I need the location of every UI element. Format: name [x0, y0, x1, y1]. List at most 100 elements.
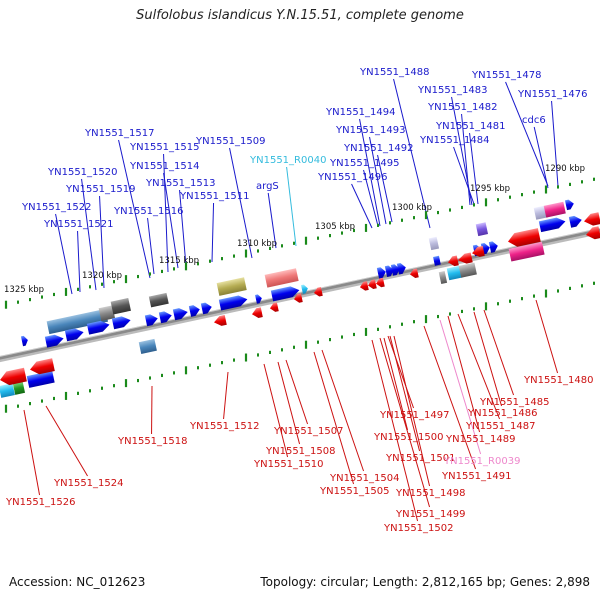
reverse-gene-label[interactable]: YN1551_1524	[53, 478, 124, 489]
forward-gene-glyph[interactable]	[26, 370, 55, 388]
forward-gene-glyph[interactable]	[255, 294, 263, 304]
forward-gene-glyph[interactable]	[148, 292, 169, 308]
forward-gene-glyph[interactable]	[458, 262, 477, 278]
reverse-gene-label[interactable]: YN1551_1508	[265, 446, 336, 457]
forward-gene-label[interactable]: YN1551_1495	[329, 158, 400, 169]
reverse-gene-label[interactable]: YN1551_1502	[383, 523, 454, 534]
forward-gene-label[interactable]: YN1551_1517	[84, 128, 155, 139]
forward-gene-label[interactable]: YN1551_1515	[129, 142, 200, 153]
reverse-gene-label[interactable]: YN1551_1491	[441, 471, 512, 482]
forward-gene-glyph[interactable]	[216, 277, 247, 296]
forward-gene-label[interactable]: YN1551_1481	[435, 121, 506, 132]
forward-gene-label[interactable]: YN1551_1493	[335, 125, 406, 136]
forward-gene-label[interactable]: YN1551_1494	[325, 107, 396, 118]
reverse-gene-label[interactable]: YN1551_1510	[253, 459, 324, 470]
forward-gene-glyph[interactable]	[264, 268, 299, 288]
reverse-gene-label[interactable]: YN1551_1500	[373, 432, 444, 443]
forward-gene-glyph[interactable]	[111, 315, 132, 330]
reverse-gene-glyph[interactable]	[269, 302, 279, 312]
forward-gene-glyph[interactable]	[64, 327, 85, 342]
forward-gene-label[interactable]: YN1551_R0040	[249, 155, 326, 166]
reverse-gene-label[interactable]: YN1551_1518	[117, 436, 188, 447]
forward-gene-glyph[interactable]	[568, 215, 583, 228]
forward-gene-label[interactable]: YN1551_1519	[65, 184, 136, 195]
forward-gene-label[interactable]: YN1551_1516	[113, 206, 184, 217]
reverse-gene-label[interactable]: YN1551_1505	[319, 486, 390, 497]
forward-gene-label[interactable]: YN1551_1488	[359, 67, 430, 78]
reverse-gene-glyph[interactable]	[457, 252, 473, 265]
reverse-gene-glyph[interactable]	[375, 277, 385, 288]
reverse-gene-glyph[interactable]	[447, 255, 459, 267]
forward-gene-label[interactable]: YN1551_1520	[47, 167, 118, 178]
forward-gene-glyph[interactable]	[475, 222, 489, 237]
forward-gene-glyph[interactable]	[86, 319, 111, 335]
forward-gene-glyph[interactable]	[144, 313, 159, 327]
forward-gene-label[interactable]: YN1551_1482	[427, 102, 498, 113]
reverse-gene-glyph[interactable]	[507, 228, 541, 248]
reverse-gene-label[interactable]: YN1551_R0039	[443, 456, 520, 467]
reverse-gene-label[interactable]: YN1551_1526	[5, 497, 76, 508]
forward-gene-glyph[interactable]	[200, 301, 213, 315]
reverse-gene-glyph[interactable]	[585, 226, 600, 241]
forward-gene-glyph[interactable]	[428, 236, 440, 251]
forward-gene-glyph[interactable]	[396, 262, 407, 275]
forward-gene-glyph[interactable]	[158, 310, 173, 324]
forward-gene-label[interactable]: argS	[256, 181, 279, 192]
forward-gene-glyph[interactable]	[218, 294, 249, 311]
forward-gene-label[interactable]: YN1551_1484	[419, 135, 490, 146]
forward-gene-label[interactable]: YN1551_1511	[179, 191, 250, 202]
reverse-gene-label[interactable]: YN1551_1487	[465, 421, 536, 432]
reverse-gene-label[interactable]: YN1551_1485	[479, 397, 550, 408]
forward-gene-glyph[interactable]	[46, 308, 109, 335]
reverse-gene-glyph[interactable]	[409, 268, 419, 279]
forward-gene-label[interactable]: YN1551_1476	[517, 89, 588, 100]
forward-gene-glyph[interactable]	[20, 335, 29, 347]
reverse-gene-glyph[interactable]	[359, 281, 369, 291]
reverse-gene-glyph[interactable]	[313, 286, 323, 297]
forward-gene-glyph[interactable]	[533, 205, 548, 220]
forward-gene-glyph[interactable]	[301, 284, 309, 294]
forward-gene-glyph[interactable]	[446, 265, 463, 281]
reverse-gene-glyph[interactable]	[213, 314, 227, 327]
reverse-gene-label[interactable]: YN1551_1499	[395, 509, 466, 520]
forward-gene-label[interactable]: YN1551_1478	[471, 70, 542, 81]
forward-gene-label[interactable]: YN1551_1513	[145, 178, 216, 189]
forward-gene-glyph[interactable]	[376, 266, 387, 279]
reverse-gene-label[interactable]: YN1551_1498	[395, 488, 466, 499]
reverse-gene-label[interactable]: YN1551_1512	[189, 421, 260, 432]
reverse-gene-glyph[interactable]	[583, 212, 600, 227]
forward-gene-glyph[interactable]	[508, 241, 545, 262]
reverse-gene-glyph[interactable]	[367, 279, 377, 289]
forward-gene-label[interactable]: YN1551_1521	[43, 219, 114, 230]
forward-gene-label[interactable]: YN1551_1522	[21, 202, 92, 213]
reverse-gene-glyph[interactable]	[471, 245, 485, 258]
reverse-gene-glyph[interactable]	[0, 367, 27, 387]
reverse-gene-label[interactable]: YN1551_1486	[467, 408, 538, 419]
forward-gene-glyph[interactable]	[488, 240, 499, 253]
forward-gene-glyph[interactable]	[270, 285, 301, 302]
forward-gene-glyph[interactable]	[0, 383, 15, 398]
reverse-gene-label[interactable]: YN1551_1507	[273, 426, 344, 437]
forward-gene-glyph[interactable]	[98, 305, 116, 322]
forward-gene-label[interactable]: YN1551_1492	[343, 143, 414, 154]
reverse-gene-glyph[interactable]	[251, 307, 263, 319]
reverse-gene-label[interactable]: YN1551_1497	[379, 410, 450, 421]
forward-gene-glyph[interactable]	[12, 381, 26, 395]
reverse-gene-glyph[interactable]	[29, 358, 55, 376]
forward-gene-glyph[interactable]	[438, 271, 448, 285]
forward-gene-label[interactable]: YN1551_1514	[129, 161, 200, 172]
forward-gene-glyph[interactable]	[433, 255, 441, 266]
forward-gene-glyph[interactable]	[44, 333, 65, 348]
reverse-gene-label[interactable]: YN1551_1489	[445, 434, 516, 445]
forward-gene-label[interactable]: cdc6	[522, 115, 546, 126]
forward-gene-glyph[interactable]	[538, 216, 567, 233]
forward-gene-glyph[interactable]	[188, 304, 201, 317]
forward-gene-label[interactable]: YN1551_1496	[317, 172, 388, 183]
reverse-gene-label[interactable]: YN1551_1501	[385, 453, 456, 464]
reverse-gene-label[interactable]: YN1551_1504	[329, 473, 400, 484]
reverse-gene-label[interactable]: YN1551_1480	[523, 375, 594, 386]
reverse-gene-glyph[interactable]	[293, 293, 303, 303]
forward-gene-glyph[interactable]	[564, 199, 575, 211]
forward-gene-glyph[interactable]	[543, 201, 566, 218]
forward-gene-glyph[interactable]	[172, 307, 189, 321]
